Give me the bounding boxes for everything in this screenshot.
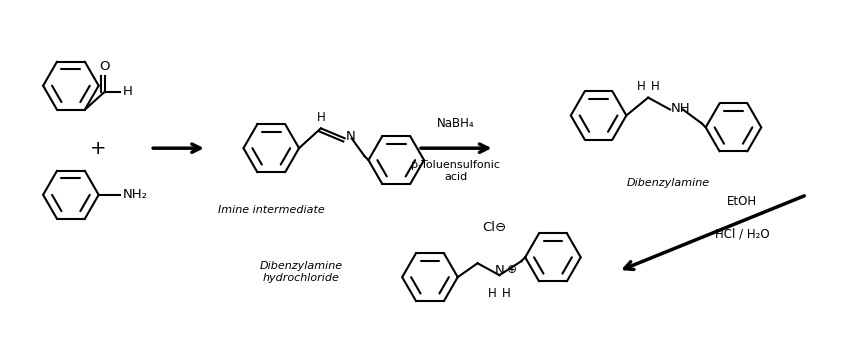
Text: Dibenzylamine: Dibenzylamine <box>626 178 710 188</box>
Text: Imine intermediate: Imine intermediate <box>218 205 325 215</box>
Text: H: H <box>316 111 326 124</box>
Text: O: O <box>99 60 110 73</box>
Text: N: N <box>346 130 355 143</box>
Text: +: + <box>89 139 106 158</box>
Text: H: H <box>502 287 511 300</box>
Text: H: H <box>637 80 646 93</box>
Text: H: H <box>122 86 133 98</box>
Text: H: H <box>488 287 496 300</box>
Text: H: H <box>651 80 660 93</box>
Text: EtOH: EtOH <box>728 195 757 208</box>
Text: Dibenzylamine
hydrochloride: Dibenzylamine hydrochloride <box>259 261 343 283</box>
Text: p-Toluensulfonic
acid: p-Toluensulfonic acid <box>411 160 501 182</box>
Text: ⊕: ⊕ <box>507 263 517 276</box>
Text: NaBH₄: NaBH₄ <box>437 117 474 130</box>
Text: N: N <box>495 264 504 277</box>
Text: Cl⊖: Cl⊖ <box>482 222 507 235</box>
Text: HCl / H₂O: HCl / H₂O <box>715 227 770 240</box>
Text: NH: NH <box>671 102 690 115</box>
Text: NH₂: NH₂ <box>122 188 148 201</box>
